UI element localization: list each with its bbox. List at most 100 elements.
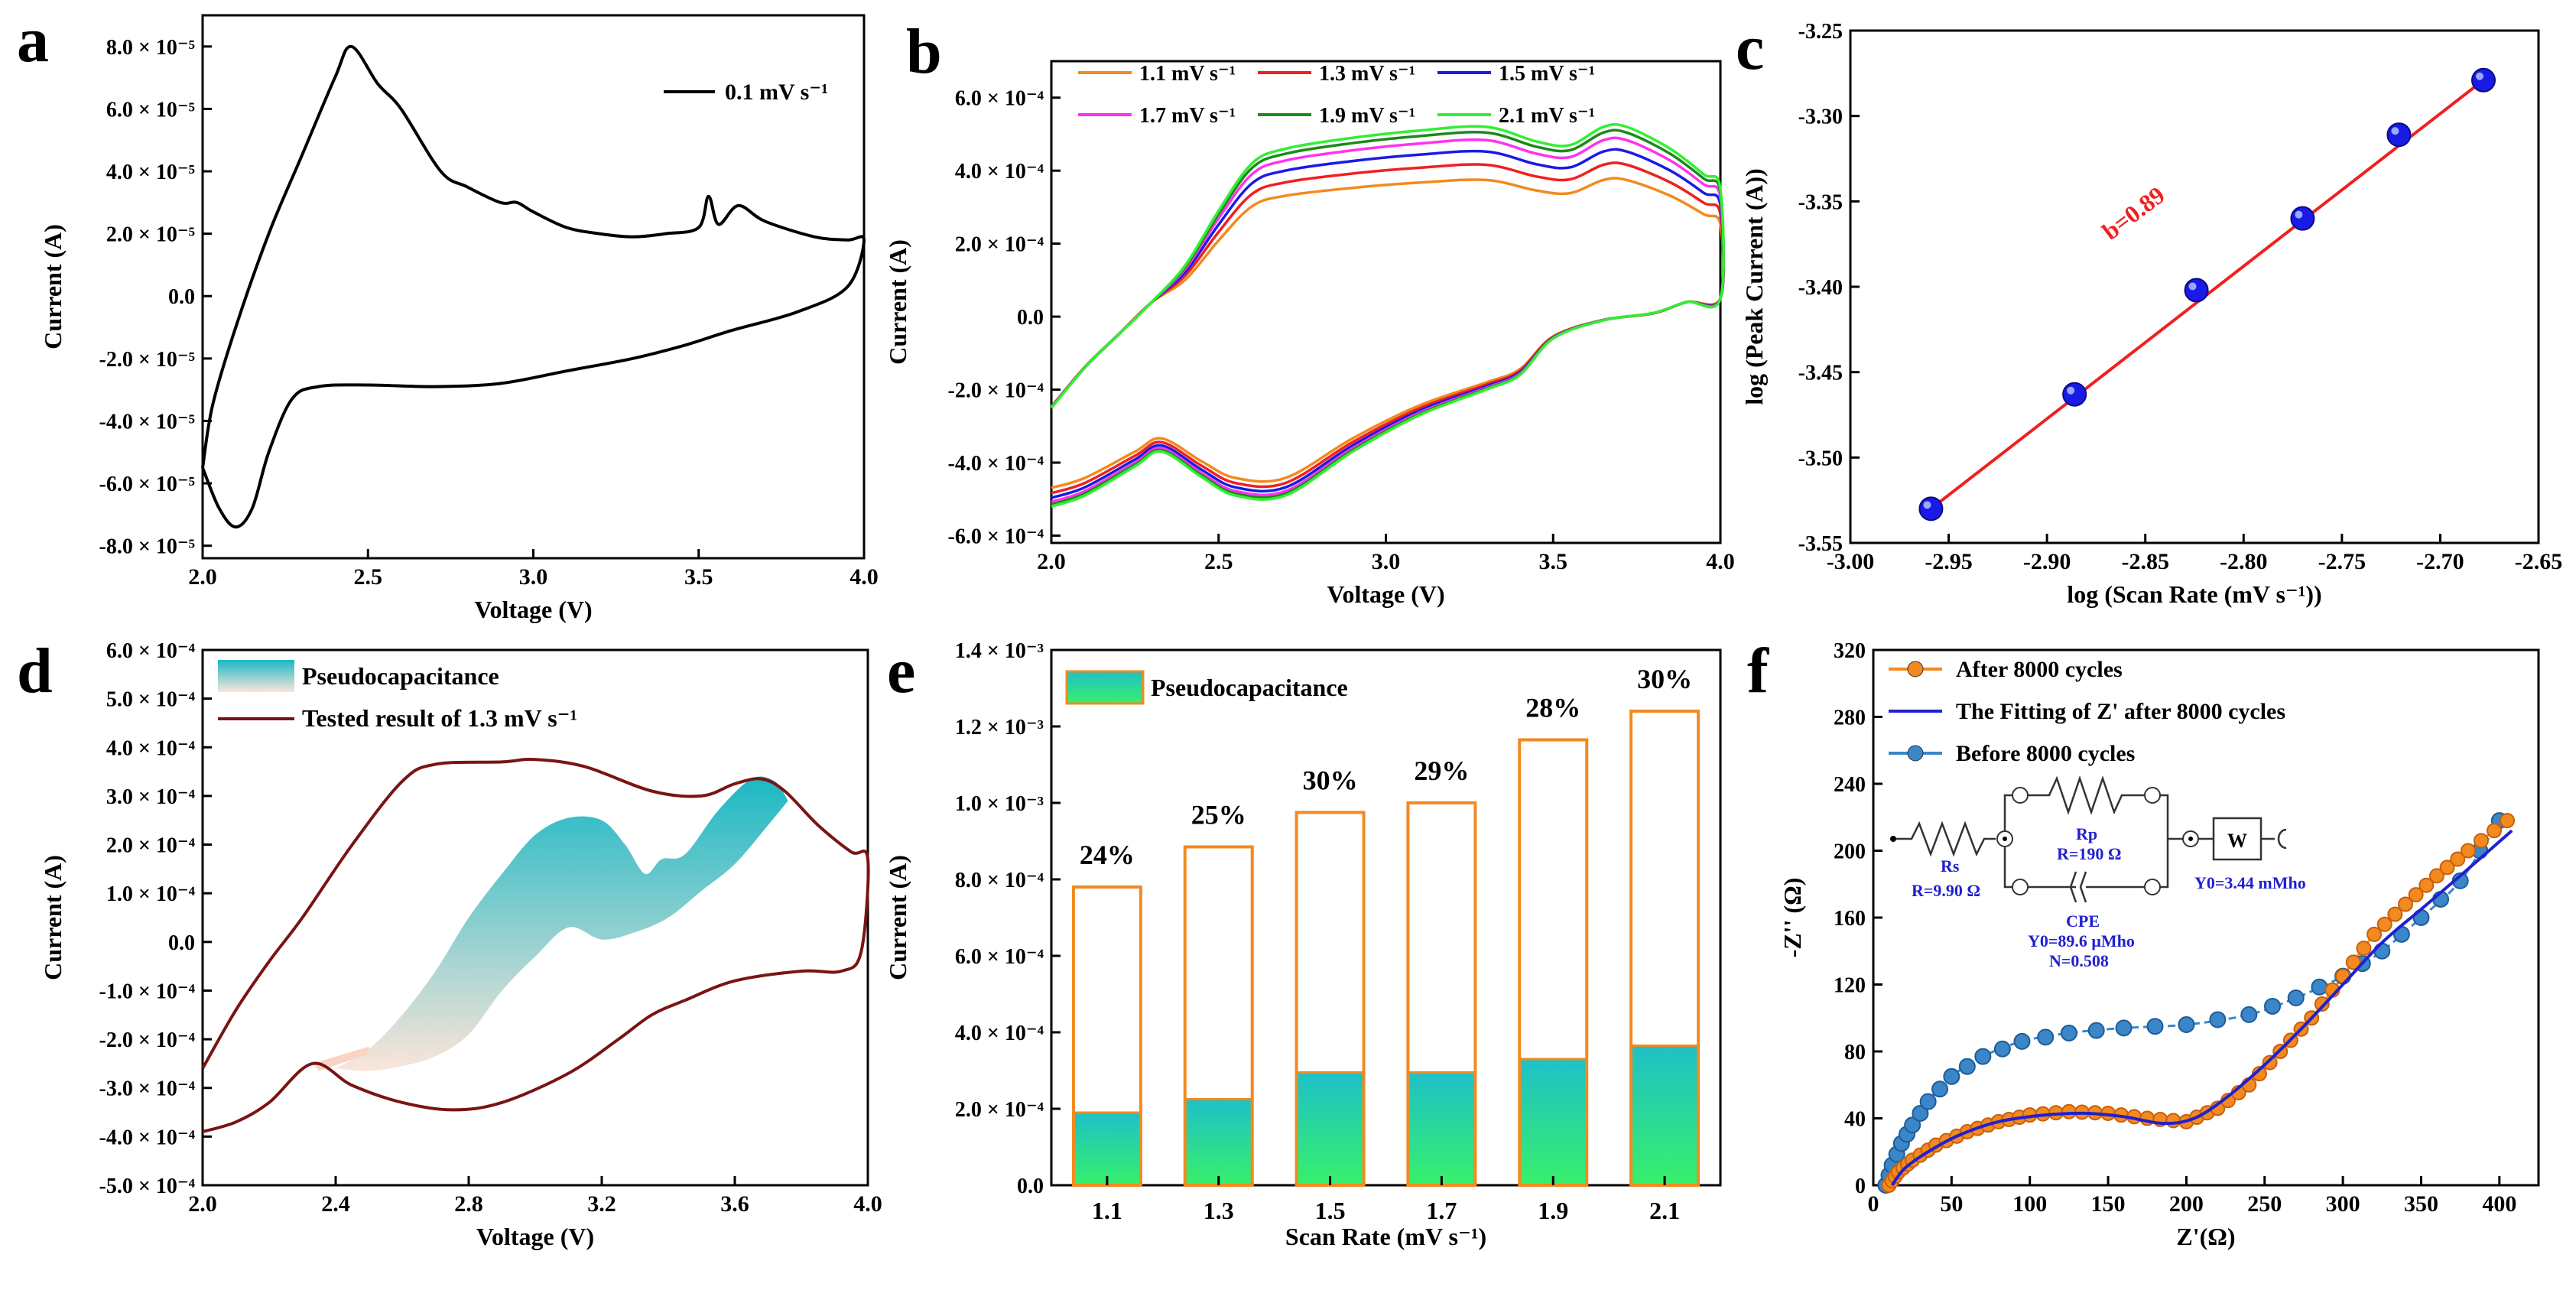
y-tick-label: 2.0 × 10⁻⁵ xyxy=(106,223,195,247)
rp-name: Rp xyxy=(2076,824,2097,843)
x-tick-label: 400 xyxy=(2482,1191,2516,1217)
data-point-highlight xyxy=(2476,72,2483,80)
y-tick-label: 160 xyxy=(1834,907,1866,931)
after-point xyxy=(2376,916,2392,932)
x-tick-label: -3.00 xyxy=(1827,549,1875,574)
after-point xyxy=(2418,877,2435,893)
parallel-rail-left xyxy=(2003,794,2012,889)
x-tick-label: 50 xyxy=(1940,1191,1963,1217)
after-point xyxy=(2460,843,2476,859)
data-point xyxy=(1918,496,1944,522)
warburg-terminal xyxy=(2261,828,2287,850)
y-tick-label: 0 xyxy=(1855,1175,1866,1198)
panel-label: a xyxy=(17,5,49,76)
bar-pseudo xyxy=(1184,1099,1252,1185)
y-tick-label: 0.0 xyxy=(1017,1175,1044,1198)
x-tick-label: 250 xyxy=(2247,1191,2282,1217)
warburg-value: Y0=3.44 mMho xyxy=(2194,873,2306,892)
panel-label: b xyxy=(906,16,942,87)
after-point xyxy=(2439,859,2455,876)
before-point xyxy=(2240,1006,2258,1023)
rs-value: R=9.90 Ω xyxy=(1912,881,1980,900)
panel-f: 0 50 100 150 200 250 300 350 400 0 40 80 120 160 200 24… xyxy=(1747,635,2540,1250)
y-tick-label: 2.0 × 10⁻⁴ xyxy=(106,834,196,858)
y-tick-label: 1.4 × 10⁻³ xyxy=(955,639,1044,663)
y-tick-label: -2.0 × 10⁻⁴ xyxy=(99,1028,196,1052)
before-point xyxy=(2311,978,2328,996)
x-tick-label: 1.5 xyxy=(1315,1197,1346,1224)
fit-line xyxy=(1890,829,2513,1187)
rp-resistor xyxy=(2028,775,2145,815)
x-tick-label: 0 xyxy=(1868,1191,1879,1217)
legend-label: 1.1 mV s⁻¹ xyxy=(1139,62,1236,86)
parallel-rail-right xyxy=(2160,794,2183,889)
y-tick-label: -2.0 × 10⁻⁴ xyxy=(948,379,1044,403)
before-point xyxy=(2013,1032,2031,1050)
legend-label: Pseudocapacitance xyxy=(1151,674,1348,701)
y-tick-label: 6.0 × 10⁻⁴ xyxy=(955,945,1044,969)
x-axis-label: Z'(Ω) xyxy=(2176,1223,2235,1250)
x-tick-label: 300 xyxy=(2326,1191,2360,1217)
y-tick-label: 1.0 × 10⁻⁴ xyxy=(106,882,196,906)
x-tick-label: 1.1 xyxy=(1092,1197,1122,1224)
legend-marker xyxy=(1907,745,1924,762)
y-tick-label: -3.30 xyxy=(1798,106,1843,129)
y-tick-label: -3.25 xyxy=(1798,20,1843,44)
x-tick-label: 150 xyxy=(2091,1191,2126,1217)
x-tick-label: 2.0 xyxy=(188,1191,217,1217)
node-dot xyxy=(2188,837,2193,841)
percent-label: 24% xyxy=(1080,840,1135,870)
y-tick-label: -3.55 xyxy=(1798,532,1843,556)
data-point xyxy=(2062,382,2087,407)
legend-swatch xyxy=(1065,670,1145,705)
y-tick-label: -4.0 × 10⁻⁵ xyxy=(99,410,195,434)
legend-label: Tested result of 1.3 mV s⁻¹ xyxy=(302,704,577,732)
y-tick-label: 4.0 × 10⁻⁴ xyxy=(955,1022,1044,1045)
y-tick-label: 8.0 × 10⁻⁴ xyxy=(955,869,1044,892)
before-point xyxy=(2146,1018,2164,1035)
x-tick-label: 4.0 xyxy=(1706,549,1735,574)
x-tick-label: -2.70 xyxy=(2416,549,2464,574)
tested-curve xyxy=(201,757,870,1133)
legend-label: 1.9 mV s⁻¹ xyxy=(1319,104,1415,128)
x-tick-label: 2.0 xyxy=(1037,549,1066,574)
data-point xyxy=(2290,206,2315,231)
x-tick-label: 1.9 xyxy=(1538,1197,1568,1224)
data-point xyxy=(2471,67,2496,93)
y-axis-label: Current (A) xyxy=(39,224,67,349)
data-point-highlight xyxy=(2067,386,2075,395)
rs-resistor xyxy=(1896,820,1996,857)
after-point xyxy=(2500,813,2516,829)
percent-label: 25% xyxy=(1191,800,1246,830)
after-point xyxy=(2487,823,2502,839)
plot-frame xyxy=(1050,648,1722,1187)
y-tick-label: -4.0 × 10⁻⁴ xyxy=(99,1126,196,1149)
before-point xyxy=(1958,1058,1976,1075)
plot-frame xyxy=(201,648,869,1187)
warburg-name: W xyxy=(2227,830,2247,852)
y-tick-label: 280 xyxy=(1834,707,1866,730)
y-tick-label: -3.35 xyxy=(1798,190,1843,214)
y-axis-label: -Z'' (Ω) xyxy=(1779,878,1806,958)
data-point xyxy=(2184,278,2209,303)
y-tick-label: 6.0 × 10⁻⁴ xyxy=(106,639,196,663)
y-tick-label: 0.0 xyxy=(168,931,195,955)
node xyxy=(2144,787,2161,804)
before-point xyxy=(1904,1116,1921,1134)
y-tick-label: -8.0 × 10⁻⁵ xyxy=(99,535,195,559)
x-tick-label: 3.5 xyxy=(1539,549,1568,574)
cpe-name: CPE xyxy=(2066,911,2100,931)
cpe-n: N=0.508 xyxy=(2049,951,2109,970)
y-tick-label: 8.0 × 10⁻⁵ xyxy=(106,36,195,60)
legend-label: 1.7 mV s⁻¹ xyxy=(1139,104,1236,128)
after-point xyxy=(2408,887,2424,903)
cv-curve-1.5 xyxy=(1050,148,1725,499)
y-tick-label: 200 xyxy=(1834,840,1866,864)
x-tick-label: 200 xyxy=(2169,1191,2204,1217)
cpe-element xyxy=(2028,871,2145,903)
cv-curve-1.3 xyxy=(1050,161,1725,495)
data-point xyxy=(2386,122,2412,148)
after-point xyxy=(2356,941,2372,957)
after-point xyxy=(2387,906,2403,922)
